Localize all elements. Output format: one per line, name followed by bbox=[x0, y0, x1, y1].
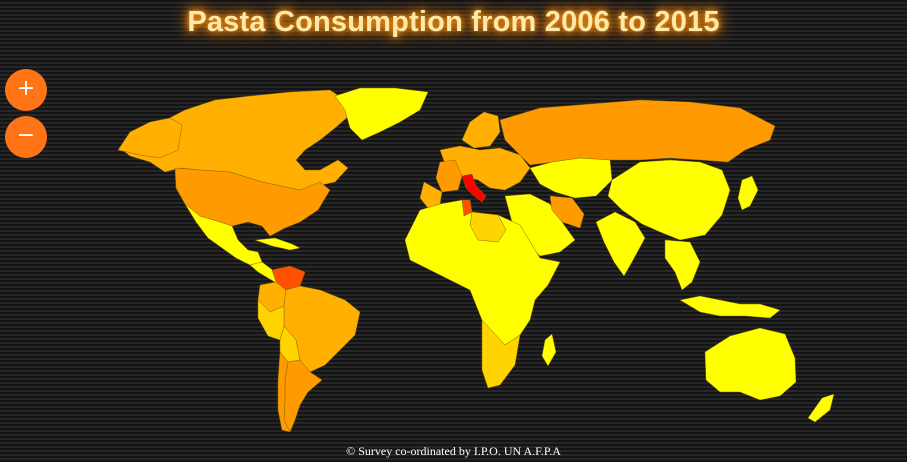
region-russia[interactable] bbox=[499, 99, 776, 166]
region-new-zealand[interactable] bbox=[807, 393, 835, 423]
region-libya[interactable] bbox=[469, 211, 507, 243]
credits-text[interactable]: © Survey co-ordinated by I.P.O. UN A.F.P… bbox=[346, 444, 561, 458]
zoom-in-button[interactable]: + bbox=[5, 69, 47, 111]
region-mexico[interactable] bbox=[184, 203, 263, 266]
region-australia[interactable] bbox=[704, 327, 797, 401]
region-italy[interactable] bbox=[461, 173, 487, 203]
region-china[interactable] bbox=[607, 159, 731, 241]
region-iran[interactable] bbox=[549, 195, 585, 229]
region-greenland[interactable] bbox=[334, 87, 429, 141]
map-title: Pasta Consumption from 2006 to 2015 bbox=[187, 6, 720, 38]
region-southeast-asia[interactable] bbox=[664, 239, 701, 291]
region-madagascar[interactable] bbox=[541, 333, 557, 367]
region-caribbean[interactable] bbox=[254, 237, 301, 251]
zoom-out-button[interactable]: − bbox=[5, 116, 47, 158]
region-scandinavia[interactable] bbox=[461, 111, 501, 149]
region-france[interactable] bbox=[435, 159, 463, 193]
region-alaska[interactable] bbox=[117, 117, 183, 159]
region-chile[interactable] bbox=[277, 351, 291, 433]
region-north-america[interactable] bbox=[119, 89, 351, 191]
region-india[interactable] bbox=[595, 211, 646, 277]
region-argentina[interactable] bbox=[283, 359, 323, 433]
region-southern-africa[interactable] bbox=[481, 319, 521, 389]
region-iberia[interactable] bbox=[419, 181, 443, 209]
region-africa[interactable] bbox=[404, 199, 561, 346]
region-indonesia[interactable] bbox=[679, 295, 781, 319]
region-central-asia[interactable] bbox=[529, 157, 613, 199]
region-japan[interactable] bbox=[737, 175, 759, 211]
